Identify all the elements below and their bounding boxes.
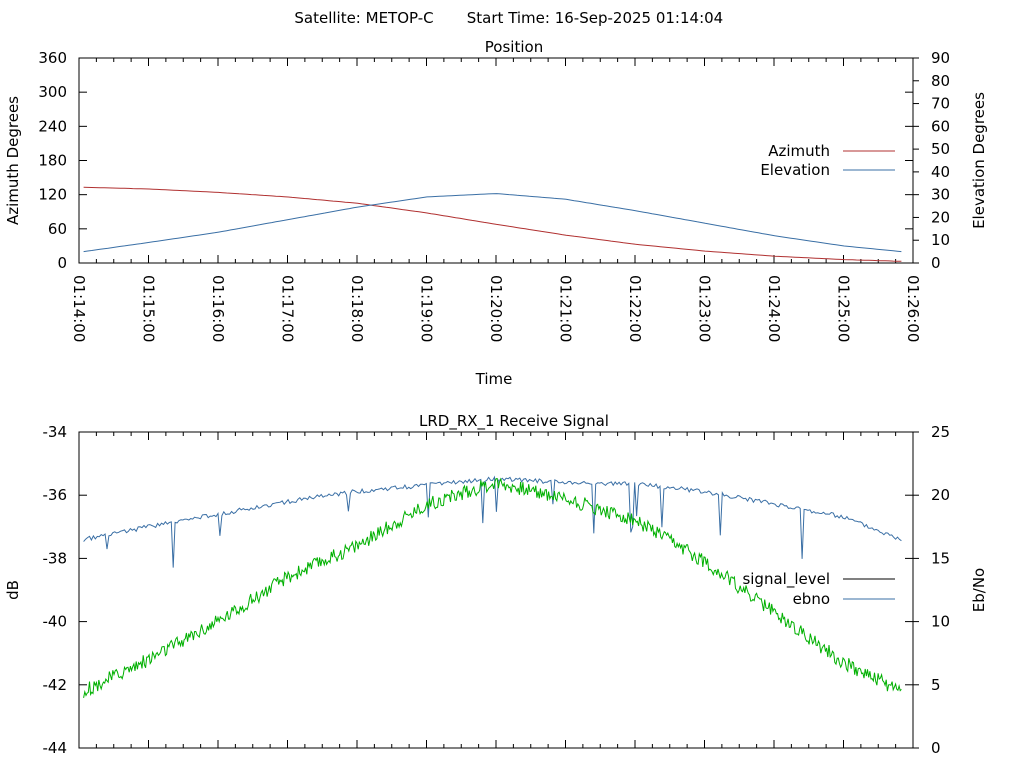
y2-axis-label: Elevation Degrees [970,92,988,229]
ebno-series-line [83,475,902,568]
y-axis-label: dB [4,580,22,600]
y2-tick-label: 40 [931,163,950,181]
Elevation-series-line [83,193,902,253]
y-tick-label: -44 [43,739,68,757]
x-tick-label: 01:24:00 [765,275,783,342]
x-tick-label: 01:17:00 [279,275,297,342]
y2-tick-label: 70 [931,95,950,113]
y2-tick-label: 20 [931,208,950,226]
y2-tick-label: 0 [931,739,941,757]
y-tick-label: 360 [38,49,67,67]
y2-tick-label: 30 [931,186,950,204]
y2-tick-label: 25 [931,423,950,441]
x-tick-label: 01:23:00 [696,275,714,342]
y-tick-label: 120 [38,186,67,204]
receive-signal-chart: LRD_RX_1 Receive Signal -44 -42 -40 -38 -36 -3… [4,412,988,757]
x-axis-label: Time [475,370,513,388]
x-tick-label: 01:15:00 [140,275,158,342]
y2-tick-label: 20 [931,486,950,504]
legend-label-Azimuth: Azimuth [768,142,830,160]
y-tick-label: 180 [38,152,67,170]
position-chart: Position 0 60 120 180 240 300 360 0 10 20 30 40 50 60 7… [4,38,988,388]
x-tick-label: 01:18:00 [348,275,366,342]
signal-series-line [83,477,902,698]
y2-tick-label: 60 [931,117,950,135]
y2-axis-label: Eb/No [970,568,988,612]
x-tick-label: 01:21:00 [557,275,575,342]
x-tick-label: 01:16:00 [209,275,227,342]
x-tick-label: 01:19:00 [418,275,436,342]
y-tick-label: 300 [38,83,67,101]
x-tick-label: 01:22:00 [626,275,644,342]
y-tick-label: -38 [43,549,68,567]
y2-tick-label: 50 [931,140,950,158]
legend-label-ebno: ebno [793,590,830,608]
y2-tick-label: 0 [931,254,941,272]
y-axis-label: Azimuth Degrees [4,96,22,225]
y2-tick-label: 10 [931,613,950,631]
start-time: Start Time: 16-Sep-2025 01:14:04 [467,9,723,27]
x-tick-label: 01:14:00 [70,275,88,342]
y-tick-label: -34 [43,423,68,441]
legend-label-signal_level: signal_level [742,570,830,589]
x-tick-label: 01:25:00 [835,275,853,342]
y-tick-label: -40 [43,613,68,631]
y-tick-label: 240 [38,117,67,135]
satellite-name: Satellite: METOP-C [294,9,433,27]
x-tick-label: 01:26:00 [904,275,922,342]
y-tick-label: -36 [43,486,68,504]
y2-tick-label: 90 [931,49,950,67]
y-tick-label: -42 [43,676,68,694]
y-tick-label: 60 [48,220,67,238]
chart-title: LRD_RX_1 Receive Signal [419,412,609,431]
y2-tick-label: 5 [931,676,941,694]
chart-title: Position [485,38,543,56]
Azimuth-series-line [83,186,902,262]
y2-tick-label: 15 [931,549,950,567]
legend-label-Elevation: Elevation [760,161,830,179]
y-tick-label: 0 [57,254,67,272]
x-tick-label: 01:20:00 [487,275,505,342]
y2-tick-label: 80 [931,72,950,90]
y2-tick-label: 10 [931,231,950,249]
